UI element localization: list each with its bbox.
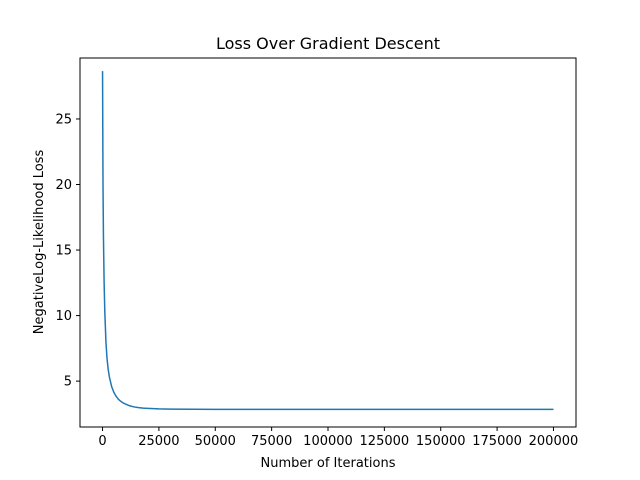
y-axis-label: NegativeLog-Likelihood Loss [32,150,47,335]
x-tick-label: 100000 [303,434,353,449]
x-axis-label: Number of Iterations [261,456,396,471]
x-tick-label: 175000 [472,434,522,449]
x-axis: 0 25000 50000 75000 100000 125000 150000 175000… [98,427,578,449]
x-tick-label: 50000 [195,434,236,449]
x-tick-label: 25000 [138,434,179,449]
y-tick-label: 15 [55,244,72,259]
x-tick-label: 0 [98,434,106,449]
y-tick-label: 20 [55,178,72,193]
y-tick-label: 25 [55,112,72,127]
x-tick-label: 125000 [360,434,410,449]
x-tick-label: 75000 [251,434,292,449]
chart-title: Loss Over Gradient Descent [216,34,440,53]
x-tick-label: 150000 [416,434,466,449]
y-tick-label: 10 [55,309,72,324]
y-tick-label: 5 [64,375,72,390]
x-tick-label: 200000 [529,434,579,449]
y-axis: 5 10 15 20 25 [55,112,80,390]
loss-series-line [101,71,554,411]
